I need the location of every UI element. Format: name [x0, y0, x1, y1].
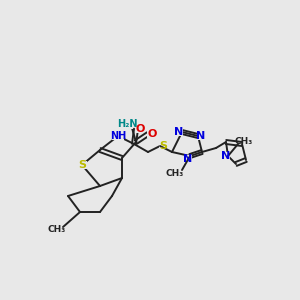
Text: NH: NH [110, 131, 126, 141]
Bar [119, 121, 137, 129]
Text: S: S [159, 141, 167, 151]
Text: S: S [78, 160, 86, 170]
Bar [222, 152, 230, 160]
Bar [147, 130, 155, 138]
Text: CH₃: CH₃ [235, 136, 253, 146]
Bar [112, 132, 124, 140]
Text: N: N [183, 154, 193, 164]
Text: O: O [147, 129, 157, 139]
Text: CH₃: CH₃ [48, 226, 66, 235]
Text: O: O [135, 124, 145, 134]
Bar [184, 155, 192, 163]
Bar [159, 142, 167, 150]
Text: N: N [221, 151, 231, 161]
Text: N: N [174, 127, 184, 137]
Bar [197, 132, 205, 140]
Bar [136, 125, 144, 133]
Bar [77, 161, 86, 169]
Text: H₂N: H₂N [117, 119, 137, 129]
Bar [175, 128, 183, 136]
Text: N: N [196, 131, 206, 141]
Text: CH₃: CH₃ [166, 169, 184, 178]
